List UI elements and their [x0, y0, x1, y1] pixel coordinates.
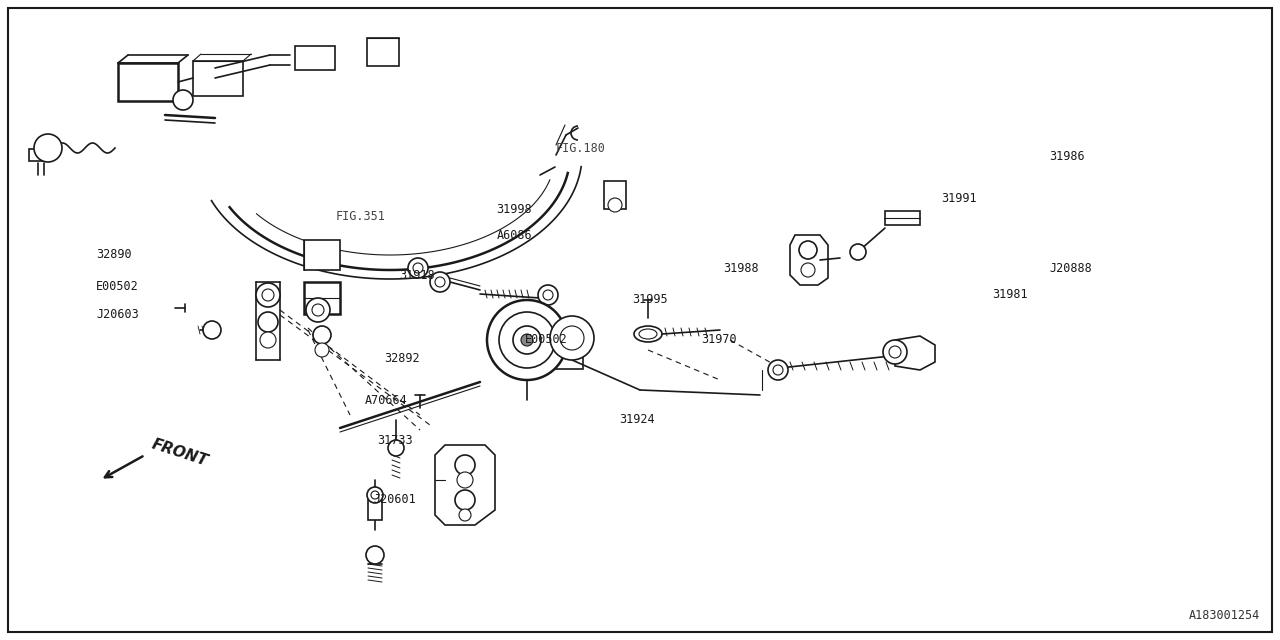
- Circle shape: [408, 258, 428, 278]
- Text: 31998: 31998: [497, 204, 532, 216]
- Circle shape: [850, 244, 867, 260]
- Circle shape: [608, 198, 622, 212]
- Polygon shape: [435, 445, 495, 525]
- Bar: [305, 282, 340, 314]
- Bar: [294, 46, 335, 70]
- Text: 32890: 32890: [96, 248, 132, 261]
- Circle shape: [499, 312, 556, 368]
- Circle shape: [460, 509, 471, 521]
- Text: 31970: 31970: [701, 333, 737, 346]
- Bar: [118, 63, 178, 101]
- Text: FIG.351: FIG.351: [335, 210, 385, 223]
- Circle shape: [435, 277, 445, 287]
- Circle shape: [367, 487, 383, 503]
- Circle shape: [204, 321, 221, 339]
- Polygon shape: [790, 235, 828, 285]
- Circle shape: [799, 241, 817, 259]
- Circle shape: [35, 134, 61, 162]
- Bar: [367, 38, 399, 66]
- Text: E00502: E00502: [96, 280, 138, 293]
- Circle shape: [801, 263, 815, 277]
- Text: A70664: A70664: [365, 394, 407, 406]
- Circle shape: [306, 298, 330, 322]
- Circle shape: [457, 472, 474, 488]
- Circle shape: [561, 326, 584, 350]
- Text: A6086: A6086: [497, 229, 532, 242]
- Circle shape: [262, 289, 274, 301]
- Text: 31995: 31995: [632, 293, 668, 306]
- Circle shape: [259, 312, 278, 332]
- Text: A183001254: A183001254: [1189, 609, 1260, 622]
- Bar: [193, 61, 243, 95]
- Circle shape: [314, 326, 332, 344]
- Circle shape: [454, 455, 475, 475]
- Ellipse shape: [639, 329, 657, 339]
- Circle shape: [430, 272, 451, 292]
- Text: 31981: 31981: [992, 288, 1028, 301]
- Circle shape: [315, 343, 329, 357]
- Text: FIG.180: FIG.180: [556, 142, 605, 155]
- Text: 31991: 31991: [941, 192, 977, 205]
- Circle shape: [371, 491, 379, 499]
- Bar: [305, 240, 340, 270]
- Bar: [29, 149, 47, 161]
- Bar: [884, 211, 919, 225]
- Text: J20603: J20603: [96, 308, 138, 321]
- Bar: [604, 181, 626, 209]
- Text: 31924: 31924: [620, 413, 655, 426]
- Polygon shape: [895, 336, 934, 370]
- Ellipse shape: [634, 326, 662, 342]
- Circle shape: [538, 285, 558, 305]
- Text: 31986: 31986: [1050, 150, 1085, 163]
- Text: J20888: J20888: [1050, 262, 1092, 275]
- Text: 32892: 32892: [384, 352, 420, 365]
- Text: J20601: J20601: [374, 493, 416, 506]
- Circle shape: [773, 365, 783, 375]
- Circle shape: [454, 490, 475, 510]
- Circle shape: [486, 300, 567, 380]
- Circle shape: [413, 263, 422, 273]
- Circle shape: [890, 346, 901, 358]
- Circle shape: [543, 290, 553, 300]
- Text: 31918: 31918: [399, 269, 435, 282]
- Circle shape: [550, 316, 594, 360]
- Circle shape: [521, 334, 532, 346]
- Bar: [527, 351, 582, 369]
- Text: 31988: 31988: [723, 262, 759, 275]
- Circle shape: [256, 283, 280, 307]
- Circle shape: [513, 326, 541, 354]
- Circle shape: [260, 332, 276, 348]
- Circle shape: [312, 304, 324, 316]
- Circle shape: [768, 360, 788, 380]
- Circle shape: [366, 546, 384, 564]
- Text: 31733: 31733: [378, 434, 413, 447]
- Circle shape: [173, 90, 193, 110]
- Bar: [369, 500, 381, 520]
- Circle shape: [388, 440, 404, 456]
- Circle shape: [883, 340, 908, 364]
- Text: E00502: E00502: [525, 333, 567, 346]
- Text: FRONT: FRONT: [150, 437, 210, 469]
